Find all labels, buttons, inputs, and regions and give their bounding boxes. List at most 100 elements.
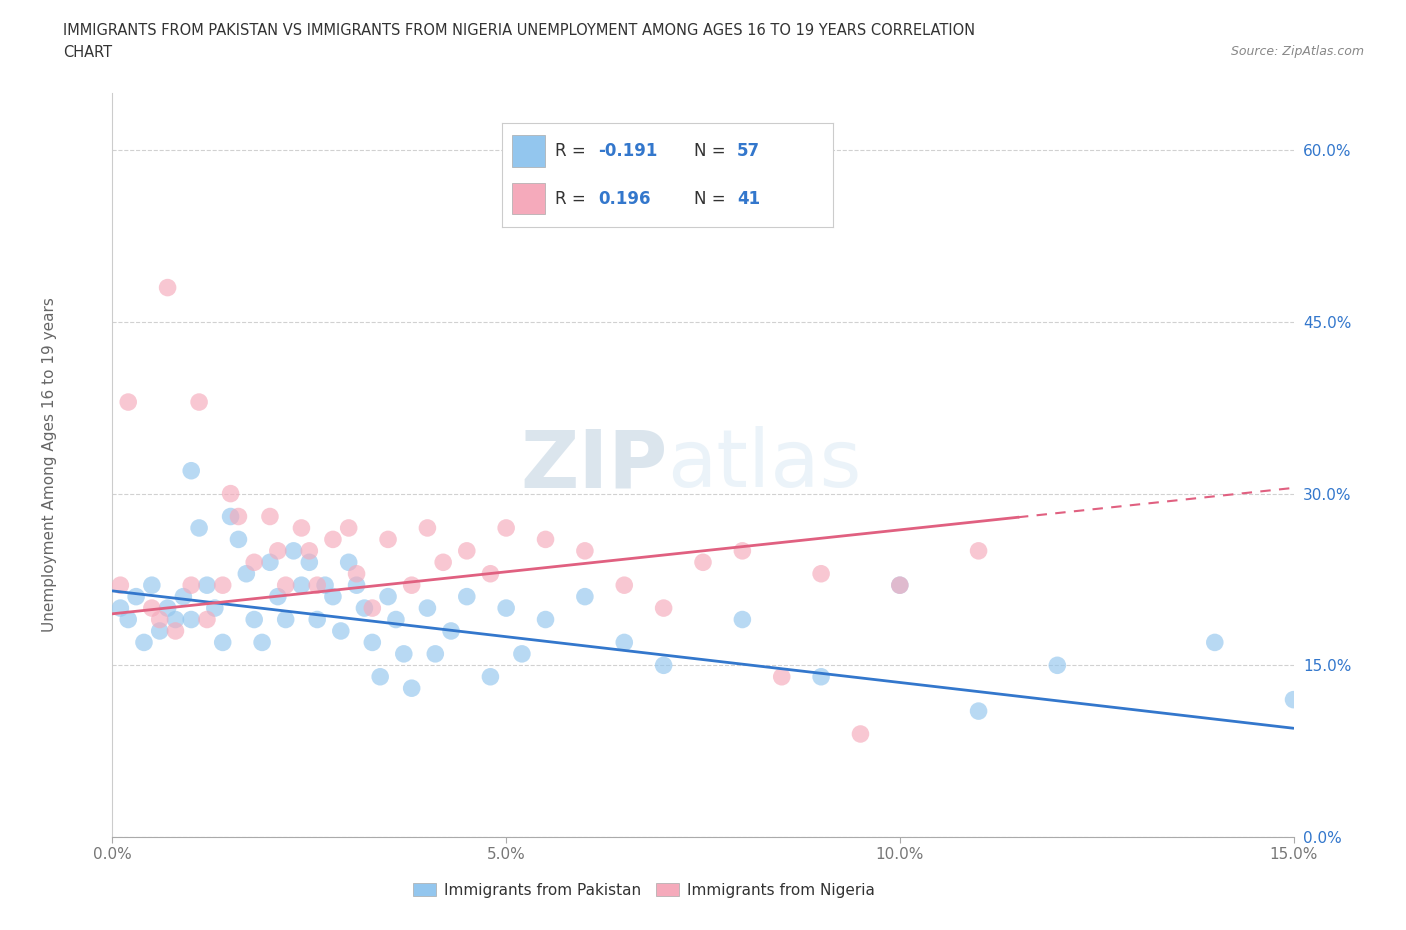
Point: [574, 543, 596, 558]
Point: [613, 578, 636, 592]
Point: [141, 601, 163, 616]
Point: [456, 590, 478, 604]
Point: [377, 590, 399, 604]
Point: [392, 646, 415, 661]
Point: [346, 578, 368, 592]
Point: [228, 532, 250, 547]
Point: [613, 635, 636, 650]
Point: [346, 566, 368, 581]
Point: [510, 646, 533, 661]
Point: [770, 670, 793, 684]
Point: [172, 590, 194, 604]
Point: [149, 623, 172, 638]
Point: [165, 612, 187, 627]
Point: [132, 635, 155, 650]
Point: [125, 590, 148, 604]
Point: [889, 578, 911, 592]
Point: [314, 578, 336, 592]
Point: [810, 566, 832, 581]
Point: [290, 578, 312, 592]
Point: [329, 623, 352, 638]
Point: [322, 532, 344, 547]
Point: [432, 555, 454, 570]
Point: [652, 601, 675, 616]
Point: [219, 486, 242, 501]
Point: [385, 612, 408, 627]
Point: [228, 509, 250, 524]
Point: [967, 543, 990, 558]
Point: [180, 463, 202, 478]
Point: [298, 555, 321, 570]
Point: [243, 555, 266, 570]
Point: [307, 578, 329, 592]
Point: [211, 635, 233, 650]
Point: [219, 509, 242, 524]
Point: [889, 578, 911, 592]
Legend: Immigrants from Pakistan, Immigrants from Nigeria: Immigrants from Pakistan, Immigrants fro…: [408, 876, 880, 904]
Point: [307, 612, 329, 627]
Point: [692, 555, 714, 570]
Point: [243, 612, 266, 627]
Point: [416, 521, 439, 536]
Point: [416, 601, 439, 616]
Point: [195, 578, 218, 592]
Point: [235, 566, 257, 581]
Point: [652, 658, 675, 672]
Point: [1282, 692, 1305, 707]
Point: [361, 601, 384, 616]
Point: [731, 612, 754, 627]
Point: [337, 555, 360, 570]
Point: [401, 578, 423, 592]
Point: [1046, 658, 1069, 672]
Point: [495, 601, 517, 616]
Point: [368, 670, 391, 684]
Point: [495, 521, 517, 536]
Point: [259, 555, 281, 570]
Point: [141, 578, 163, 592]
Point: [259, 509, 281, 524]
Point: [849, 726, 872, 741]
Point: [534, 532, 557, 547]
Point: [204, 601, 226, 616]
Point: [267, 543, 290, 558]
Point: [188, 394, 211, 409]
Point: [290, 521, 312, 536]
Point: [967, 704, 990, 719]
Point: [377, 532, 399, 547]
Point: [322, 590, 344, 604]
Point: [574, 590, 596, 604]
Point: [110, 601, 132, 616]
Point: [401, 681, 423, 696]
Point: [361, 635, 384, 650]
Point: [267, 590, 290, 604]
Point: [117, 612, 139, 627]
Text: Source: ZipAtlas.com: Source: ZipAtlas.com: [1230, 45, 1364, 58]
Point: [165, 623, 187, 638]
Text: CHART: CHART: [63, 45, 112, 60]
Y-axis label: Unemployment Among Ages 16 to 19 years: Unemployment Among Ages 16 to 19 years: [42, 298, 56, 632]
Point: [534, 612, 557, 627]
Point: [731, 543, 754, 558]
Point: [156, 280, 179, 295]
Point: [188, 521, 211, 536]
Point: [440, 623, 463, 638]
Point: [479, 670, 502, 684]
Point: [195, 612, 218, 627]
Point: [274, 612, 297, 627]
Point: [211, 578, 233, 592]
Point: [479, 566, 502, 581]
Point: [283, 543, 305, 558]
Point: [274, 578, 297, 592]
Point: [149, 612, 172, 627]
Point: [250, 635, 273, 650]
Point: [117, 394, 139, 409]
Point: [456, 543, 478, 558]
Text: atlas: atlas: [668, 426, 862, 504]
Point: [425, 646, 447, 661]
Point: [353, 601, 375, 616]
Text: ZIP: ZIP: [520, 426, 668, 504]
Point: [180, 578, 202, 592]
Point: [156, 601, 179, 616]
Point: [1204, 635, 1226, 650]
Point: [180, 612, 202, 627]
